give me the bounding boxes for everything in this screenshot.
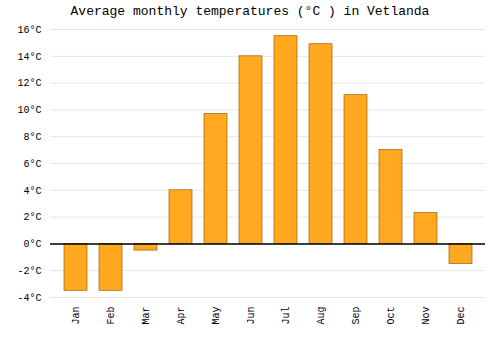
svg-text:14°C: 14°C <box>17 52 41 63</box>
svg-text:-2°C: -2°C <box>17 266 41 277</box>
svg-text:Dec: Dec <box>456 307 467 325</box>
svg-text:8°C: 8°C <box>23 132 41 143</box>
svg-text:4°C: 4°C <box>23 186 41 197</box>
svg-text:Apr: Apr <box>176 307 187 325</box>
svg-text:2°C: 2°C <box>23 212 41 223</box>
svg-text:May: May <box>211 307 222 325</box>
svg-text:6°C: 6°C <box>23 159 41 170</box>
svg-text:Feb: Feb <box>106 307 117 325</box>
svg-text:10°C: 10°C <box>17 105 41 116</box>
svg-text:0°C: 0°C <box>23 239 41 250</box>
svg-text:12°C: 12°C <box>17 78 41 89</box>
svg-text:Jul: Jul <box>281 307 292 325</box>
svg-text:Jun: Jun <box>246 307 257 325</box>
svg-text:Mar: Mar <box>141 307 152 325</box>
svg-text:Oct: Oct <box>386 307 397 325</box>
svg-text:Jan: Jan <box>71 307 82 325</box>
svg-text:Sep: Sep <box>351 307 362 325</box>
svg-text:Aug: Aug <box>316 307 327 325</box>
svg-text:16°C: 16°C <box>17 25 41 36</box>
svg-text:-4°C: -4°C <box>17 293 41 304</box>
html-text:Average monthly temperatures (: Average monthly temperatures (°C ) in Ve… <box>70 4 430 19</box>
svg-text:Nov: Nov <box>421 307 432 325</box>
